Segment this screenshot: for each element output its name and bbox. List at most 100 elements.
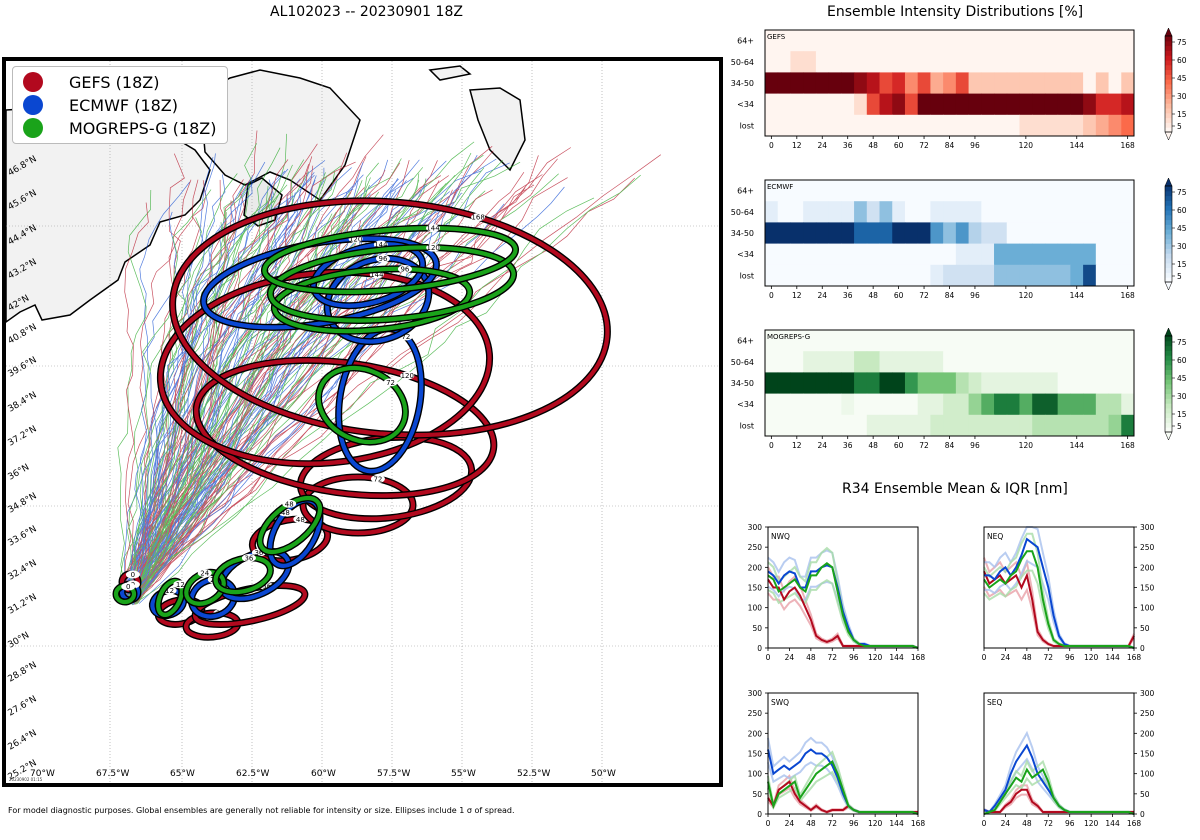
r34-ytick-label: 250	[1140, 709, 1155, 718]
heatmap-cell	[904, 72, 919, 95]
heatmap-cell	[1044, 180, 1059, 202]
r34-xtick-label: 120	[1084, 653, 1099, 662]
hour-label-bg	[397, 265, 412, 274]
r34-xtick-label: 120	[1084, 819, 1099, 828]
colorbar-cell	[1165, 88, 1172, 95]
heatmap-cell	[1083, 114, 1097, 137]
heatmap-cell	[1083, 72, 1097, 95]
colorbar-cell	[1165, 50, 1172, 56]
heatmap-cell	[803, 201, 817, 223]
heatmap-cell	[892, 222, 906, 245]
heatmap-xtick-label: 144	[1070, 291, 1085, 300]
heatmap-cell	[1032, 30, 1046, 52]
heatmap-cell	[917, 330, 931, 352]
ellipse-hour-label: 72	[401, 333, 410, 341]
heatmap-cell	[1108, 93, 1122, 116]
heatmap-cell	[790, 264, 804, 287]
heatmap-cell	[841, 351, 855, 373]
map-title: AL102023 -- 20230901 18Z	[270, 4, 463, 20]
ellipse-hour-label: 96	[400, 266, 409, 274]
member-track	[132, 197, 595, 606]
heatmap-cell	[815, 222, 830, 245]
heatmap-cell	[994, 114, 1008, 137]
colorbar-cell	[1165, 388, 1172, 395]
heatmap-cell	[803, 180, 817, 202]
colorbar-cell	[1165, 210, 1172, 216]
hour-label-bg	[383, 378, 398, 387]
heatmap-cell	[930, 201, 944, 223]
heatmap-cell	[1044, 264, 1059, 287]
heatmap-cell	[930, 351, 944, 373]
heatmap-cell	[904, 393, 919, 416]
heatmap-cell	[955, 330, 970, 352]
member-track	[136, 197, 348, 604]
heatmap-cell	[1019, 222, 1033, 245]
spread-ellipses: 0122436487296120144168012243648729612014…	[112, 197, 611, 641]
heatmap-cell	[981, 180, 995, 202]
colorbar-cell	[1165, 98, 1172, 104]
hour-label-bg	[400, 371, 415, 380]
heatmap-cell	[943, 222, 957, 245]
r34-quadrant-title: SEQ	[987, 698, 1002, 707]
heatmap-cell	[1057, 180, 1071, 202]
heatmap-cell	[790, 222, 804, 245]
heatmap-cell	[1121, 222, 1135, 245]
heatmap-cell	[1044, 351, 1059, 373]
heatmap-cell	[955, 414, 970, 437]
member-track	[126, 177, 414, 601]
heatmap-cell	[777, 72, 791, 95]
lon-labels: 70°W 67.5°W 65°W 62.5°W 60°W 57.5°W 55°W…	[30, 769, 616, 779]
colorbar-cell	[1165, 205, 1172, 211]
heatmap-cell	[981, 72, 995, 95]
member-track	[124, 172, 315, 603]
ellipse-hour-label: 0	[126, 583, 130, 591]
ellipse-hour-label: 96	[378, 255, 387, 263]
heatmap-cell	[866, 93, 881, 116]
heatmap-cell	[955, 51, 970, 73]
ellipse-mogreps-ring	[184, 570, 226, 606]
heatmap-cell	[866, 243, 881, 266]
heatmap-cell	[866, 414, 881, 437]
heatmap-cell	[968, 51, 982, 73]
heatmap-xtick-label: 60	[894, 291, 904, 300]
heatmap-cell	[854, 201, 868, 223]
heatmap-cell	[904, 222, 919, 245]
heatmap-cell	[917, 414, 931, 437]
heatmap-cell	[1108, 330, 1122, 352]
member-track	[120, 159, 289, 599]
heatmap-cell	[1121, 114, 1135, 137]
heatmap-cell	[854, 222, 868, 245]
heatmap-cell	[968, 330, 982, 352]
heatmap-cell	[790, 414, 804, 437]
member-track	[136, 179, 199, 603]
heatmap-xtick-label: 84	[945, 441, 955, 450]
heatmap-cell	[803, 72, 817, 95]
heatmap-cell	[1070, 72, 1084, 95]
heatmap-cell	[879, 351, 893, 373]
heatmap-cell	[1006, 222, 1020, 245]
member-track	[138, 155, 478, 604]
heatmap-xtick-label: 48	[868, 141, 878, 150]
r34-xtick-label: 144	[889, 819, 904, 828]
heatmap-cell	[943, 393, 957, 416]
map-frame	[2, 57, 723, 787]
heatmap-cell	[981, 51, 995, 73]
heatmap-cell	[1095, 93, 1110, 116]
heatmap-cell	[803, 414, 817, 437]
heatmap-cell	[904, 414, 919, 437]
heatmap-cell	[1083, 264, 1097, 287]
heatmap-cell	[765, 51, 779, 73]
heatmap-cell	[803, 222, 817, 245]
member-track	[120, 195, 294, 603]
hour-label-bg	[197, 569, 212, 578]
colorbar-cell	[1165, 398, 1172, 404]
r34-ytick-label: 300	[1140, 523, 1155, 532]
r34-ytick-label: 100	[1140, 770, 1155, 779]
ellipse-mogreps-ring	[316, 365, 408, 445]
colorbar-tick-label: 75	[1177, 338, 1187, 347]
heatmap-cell	[1006, 243, 1020, 266]
heatmap-cell	[968, 264, 982, 287]
heatmap-cell	[828, 72, 842, 95]
member-track	[132, 179, 275, 596]
heatmap-cell	[994, 51, 1008, 73]
